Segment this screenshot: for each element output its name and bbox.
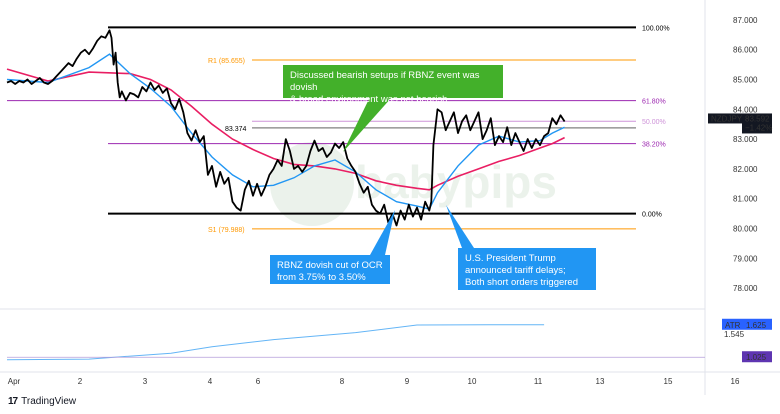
annotation-trump-line-2: announced tariff delays;: [465, 265, 566, 276]
atr-sub-value-text: 1.025: [746, 353, 767, 362]
price-change-text: −1.42%: [745, 123, 772, 132]
annotation-trump-tariff: U.S. President Trump announced tariff de…: [458, 248, 596, 290]
atr-value-text: 1.625: [746, 321, 767, 330]
x-tick-label: 3: [143, 377, 148, 386]
series-lines: 1.545: [6, 29, 745, 361]
x-tick-label: 2: [78, 377, 83, 386]
svg-text:babypips: babypips: [355, 156, 557, 208]
atr-sub-badge: [742, 351, 772, 363]
y-tick-label: 85.000: [733, 76, 758, 85]
last-price-text: 83.592: [745, 114, 770, 123]
x-tick-label: Apr: [8, 377, 21, 386]
level-label-level_100: 100.00%: [642, 25, 670, 32]
x-tick-label: 11: [534, 377, 543, 386]
y-tick-label: 87.000: [733, 16, 758, 25]
symbol-badge: [708, 113, 742, 124]
y-tick-label: 80.000: [733, 224, 758, 233]
y-tick-label: 82.000: [733, 165, 758, 174]
y-tick-label: 78.000: [733, 284, 758, 293]
callout-arrows: [343, 97, 474, 255]
last-price-badge: [742, 113, 772, 134]
atr-label-text: ATR: [725, 321, 741, 330]
annotation-trump-line-1: U.S. President Trump: [465, 253, 556, 264]
y-tick-label: 83.000: [733, 135, 758, 144]
level-label-inline: 83.374: [225, 126, 247, 133]
x-tick-label: 8: [340, 377, 345, 386]
x-tick-label: 10: [468, 377, 477, 386]
price-badges: NZDJPY 83.592−1.42% ATR 1.625 1.025: [708, 113, 772, 363]
annotation-rbnz-line-2: from 3.75% to 3.50%: [277, 272, 366, 283]
level-label-r1: R1 (85.655): [208, 58, 245, 65]
y-tick-label: 79.000: [733, 254, 758, 263]
tradingview-logo-icon: 17: [8, 396, 18, 407]
tradingview-brand-text: TradingView: [21, 396, 77, 407]
ma-slow-line: [6, 68, 565, 191]
x-tick-label: 4: [208, 377, 213, 386]
symbol-badge-text: NZDJPY: [711, 114, 743, 123]
level-label-level_0: 0.00%: [642, 212, 662, 219]
annotation-bearish-line-1: Discussed bearish setups if RBNZ event w…: [290, 70, 480, 93]
annotation-bearish-setup: Discussed bearish setups if RBNZ event w…: [283, 65, 503, 105]
babypips-watermark: babypips: [270, 142, 557, 226]
atr-value-badge: [742, 318, 772, 330]
x-tick-label: 9: [405, 377, 410, 386]
x-tick-label: 13: [596, 377, 605, 386]
axes: 87.00086.00085.00084.00083.00082.00081.0…: [0, 0, 780, 395]
x-tick-label: 6: [256, 377, 261, 386]
y-tick-label: 81.000: [733, 195, 758, 204]
y-tick-label: 86.000: [733, 46, 758, 55]
footer-brand: 17 TradingView: [8, 396, 76, 407]
level-label-level_618: 61.80%: [642, 99, 666, 106]
level-label-s1: S1 (79.988): [208, 227, 245, 234]
fib-levels: 100.00% R1 (85.655) 61.80% 50.00% 83.374 38.2…: [7, 25, 670, 234]
atr-ghost-label: 1.545: [724, 330, 745, 339]
level-label-level_382: 38.20%: [642, 142, 666, 149]
rbnz-callout-arrow: [370, 210, 395, 255]
annotation-rbnz-line-1: RBNZ dovish cut of OCR: [277, 260, 383, 271]
bearish-callout-arrow: [343, 97, 392, 152]
ma-fast-line: [6, 53, 565, 210]
annotation-trump-line-3: Both short orders triggered: [465, 277, 579, 288]
x-tick-label: 15: [664, 377, 673, 386]
annotation-rbnz-cut: RBNZ dovish cut of OCR from 3.75% to 3.5…: [270, 255, 390, 284]
level-label-level_50: 50.00%: [642, 119, 666, 126]
atr-label-badge: [722, 318, 742, 330]
price-line: [6, 29, 566, 227]
y-tick-label: 84.000: [733, 105, 758, 114]
x-tick-label: 16: [731, 377, 740, 386]
annotation-bearish-line-2: & broad environment was net bearish: [290, 94, 448, 105]
trump-callout-arrow: [446, 205, 474, 248]
